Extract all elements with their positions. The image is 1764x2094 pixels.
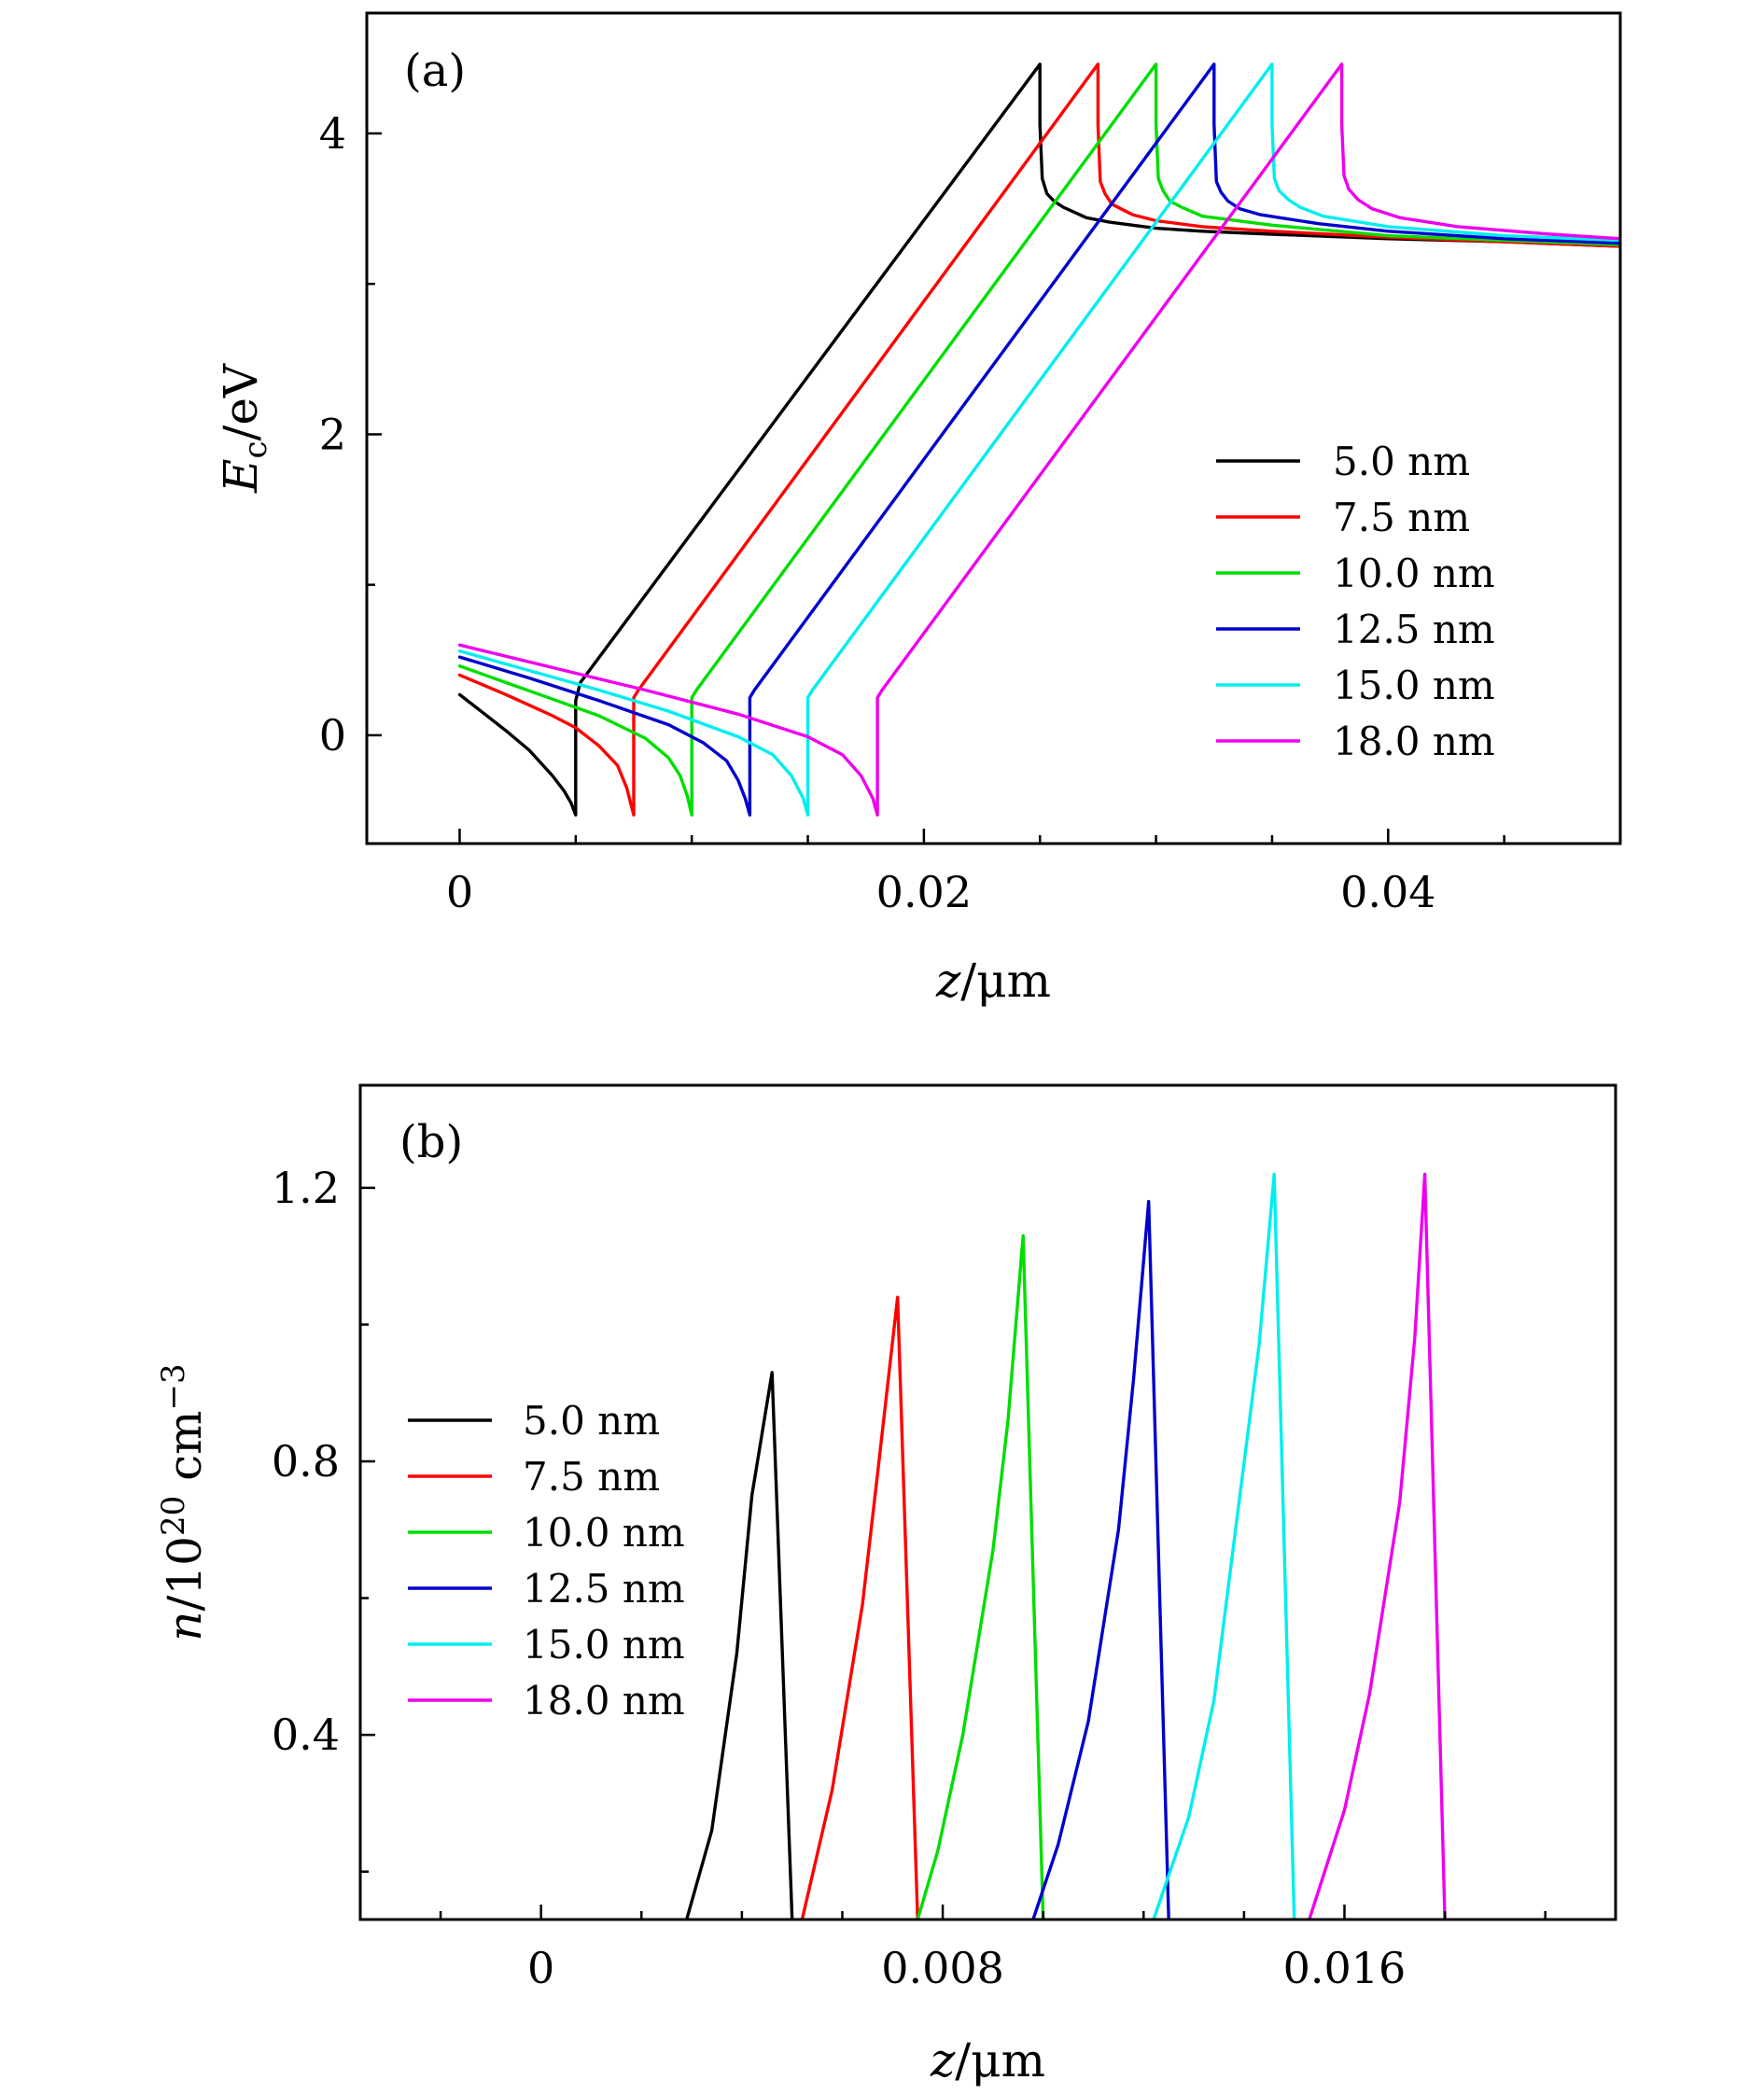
y-tick-label: 1.2 bbox=[272, 1163, 340, 1213]
series-line-5 bbox=[457, 63, 1620, 817]
x-tick-label: 0 bbox=[446, 867, 473, 917]
x-tick-label: 0.008 bbox=[881, 1943, 1004, 1993]
series-line-2 bbox=[800, 1295, 919, 1920]
series-line-4 bbox=[1031, 1199, 1170, 1920]
y-tick-label: 4 bbox=[319, 108, 346, 159]
legend-label-1: 5.0 nm bbox=[1333, 439, 1470, 484]
series-line-6 bbox=[457, 63, 1620, 817]
series-line-1 bbox=[685, 1371, 794, 1920]
series-line-1 bbox=[457, 63, 1620, 817]
x-tick-label: 0.02 bbox=[876, 867, 972, 917]
legend-label-6: 18.0 nm bbox=[523, 1678, 685, 1724]
legend-label-5: 15.0 nm bbox=[523, 1622, 685, 1668]
series-line-3 bbox=[457, 63, 1620, 817]
plot-frame bbox=[358, 1083, 1617, 1921]
series-line-4 bbox=[457, 63, 1620, 817]
panel-label: (b) bbox=[399, 1116, 463, 1168]
series-line-2 bbox=[457, 63, 1620, 817]
series-line-5 bbox=[1152, 1172, 1296, 1920]
y-tick-label: 2 bbox=[319, 409, 346, 459]
legend-label-4: 12.5 nm bbox=[523, 1566, 685, 1612]
y-tick-label: 0.8 bbox=[272, 1436, 340, 1487]
legend-label-3: 10.0 nm bbox=[523, 1510, 685, 1556]
panel-label: (a) bbox=[404, 45, 466, 97]
y-tick-label: 0 bbox=[319, 710, 346, 761]
legend-label-1: 5.0 nm bbox=[523, 1398, 660, 1444]
y-axis-label: n/1020 cm−3 bbox=[155, 1363, 212, 1640]
legend-label-6: 18.0 nm bbox=[1333, 719, 1495, 764]
y-axis-label: Ec/eV bbox=[214, 363, 274, 494]
legend-label-5: 15.0 nm bbox=[1333, 663, 1495, 708]
series-line-6 bbox=[1308, 1172, 1447, 1920]
series-group bbox=[457, 63, 1620, 817]
x-tick-label: 0 bbox=[527, 1943, 554, 1993]
legend-label-3: 10.0 nm bbox=[1333, 551, 1495, 596]
legend: 5.0 nm 7.5 nm 10.0 nm 12.5 nm 15.0 nm 18.0 nm bbox=[1216, 439, 1495, 764]
legend-label-4: 12.5 nm bbox=[1333, 607, 1495, 652]
legend: 5.0 nm 7.5 nm 10.0 nm 12.5 nm 15.0 nm 18.0 nm bbox=[408, 1398, 685, 1724]
panel-a: 0 2 4 0 0.02 0.04 z/μm Ec/eV (a) 5.0 nm 7.5 nm 10.0… bbox=[214, 11, 1622, 1008]
y-tick-label: 0.4 bbox=[272, 1710, 340, 1760]
plot-frame bbox=[365, 11, 1622, 845]
legend-label-2: 7.5 nm bbox=[523, 1454, 660, 1500]
x-tick-label: 0.04 bbox=[1340, 867, 1435, 917]
panel-b: 0.4 0.8 1.2 0 0.008 0.016 z/μm n/1020 cm−3 (b) 5.… bbox=[155, 1083, 1617, 2087]
x-axis-label: z/μm bbox=[930, 2033, 1045, 2087]
series-group bbox=[685, 1172, 1447, 1920]
x-tick-label: 0.016 bbox=[1283, 1943, 1407, 1993]
x-axis-label: z/μm bbox=[935, 954, 1051, 1008]
legend-label-2: 7.5 nm bbox=[1333, 495, 1470, 540]
series-line-3 bbox=[916, 1234, 1045, 1920]
